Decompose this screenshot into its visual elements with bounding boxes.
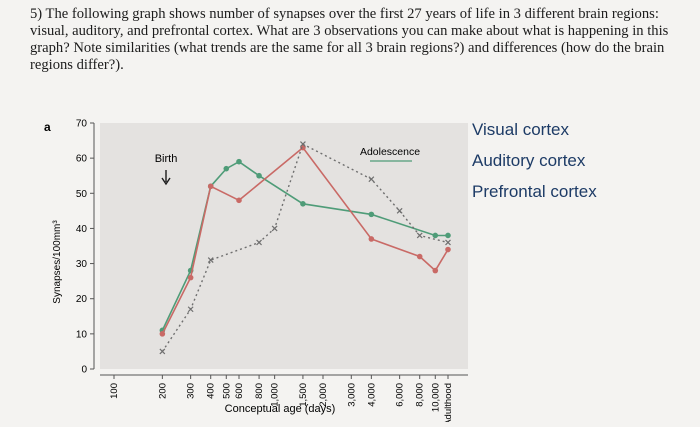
x-tick-label: 800 bbox=[254, 383, 265, 399]
auditory-point bbox=[416, 253, 423, 260]
birth-annotation: Birth bbox=[155, 153, 178, 165]
y-tick-label: 70 bbox=[76, 119, 88, 130]
visual-point bbox=[236, 158, 242, 165]
x-tick-label: 600 bbox=[234, 383, 245, 399]
panel-label: a bbox=[44, 120, 51, 134]
x-tick-label: 6,000 bbox=[395, 383, 406, 407]
auditory-point bbox=[368, 236, 375, 242]
prefrontal-line bbox=[161, 143, 449, 352]
question-text: 5) The following graph shows number of s… bbox=[30, 6, 669, 73]
x-tick-label: 100 bbox=[109, 383, 120, 399]
x-tick-label: 4,000 bbox=[366, 383, 377, 407]
birth-arrow bbox=[161, 170, 171, 186]
visual-point bbox=[300, 201, 306, 207]
prefrontal-point bbox=[207, 257, 214, 263]
x-tick-label: 10,000 bbox=[430, 383, 441, 412]
prefrontal-point bbox=[300, 141, 306, 148]
x-tick-label: 1,000 bbox=[270, 383, 281, 407]
y-tick-label: 20 bbox=[76, 294, 88, 305]
auditory-point bbox=[445, 246, 451, 253]
auditory-point bbox=[159, 331, 166, 337]
prefrontal-point bbox=[396, 207, 403, 214]
x-tick-label: 2,000 bbox=[318, 383, 329, 407]
visual-point bbox=[368, 211, 375, 218]
y-axis: 0 10 20 30 40 50 60 70 bbox=[76, 119, 95, 376]
auditory-point bbox=[236, 197, 242, 204]
prefrontal-point bbox=[416, 232, 423, 239]
auditory-point bbox=[187, 274, 194, 281]
x-axis: 100 200 300 400 500 600 800 1,000 1,500 2,000 3,00… bbox=[100, 374, 468, 426]
prefrontal-point bbox=[159, 348, 166, 355]
y-tick-label: 0 bbox=[81, 365, 87, 376]
prefrontal-point bbox=[445, 239, 451, 246]
series-layer bbox=[159, 141, 451, 355]
legend: Visual cortex Auditory cortex Prefrontal… bbox=[472, 114, 597, 207]
x-tick-label: Adulthood bbox=[443, 383, 454, 422]
prefrontal-point bbox=[368, 176, 375, 183]
visual-point bbox=[256, 172, 262, 179]
x-tick-label: 500 bbox=[221, 383, 232, 399]
x-tick-label: 3,000 bbox=[346, 383, 357, 407]
y-tick-label: 60 bbox=[76, 154, 88, 165]
auditory-point bbox=[207, 183, 214, 190]
y-tick-label: 30 bbox=[76, 259, 88, 270]
legend-auditory: Auditory cortex bbox=[472, 151, 586, 170]
visual-point bbox=[432, 232, 439, 239]
x-tick-label: 8,000 bbox=[415, 383, 426, 407]
prefrontal-point bbox=[271, 225, 278, 232]
x-tick-label: 200 bbox=[157, 383, 168, 399]
x-tick-label: 1,500 bbox=[298, 383, 309, 407]
visual-point bbox=[445, 232, 451, 239]
visual-point bbox=[223, 165, 230, 172]
annotations: Birth Adolescence bbox=[155, 146, 420, 186]
prefrontal-point bbox=[256, 239, 262, 246]
prefrontal-point bbox=[187, 306, 194, 313]
legend-prefrontal: Prefrontal cortex bbox=[472, 182, 597, 201]
adolescence-annotation: Adolescence bbox=[360, 146, 420, 158]
x-axis-label: Conceptual age (days) bbox=[225, 403, 336, 415]
x-tick-label: 300 bbox=[186, 383, 197, 399]
y-tick-label: 40 bbox=[76, 224, 88, 235]
x-tick-label: 400 bbox=[206, 383, 217, 399]
y-tick-label: 50 bbox=[76, 189, 88, 200]
y-tick-label: 10 bbox=[76, 329, 88, 340]
auditory-point bbox=[432, 267, 439, 274]
y-axis-label: Synapses/100mm³ bbox=[52, 220, 63, 304]
legend-visual: Visual cortex bbox=[472, 120, 570, 139]
